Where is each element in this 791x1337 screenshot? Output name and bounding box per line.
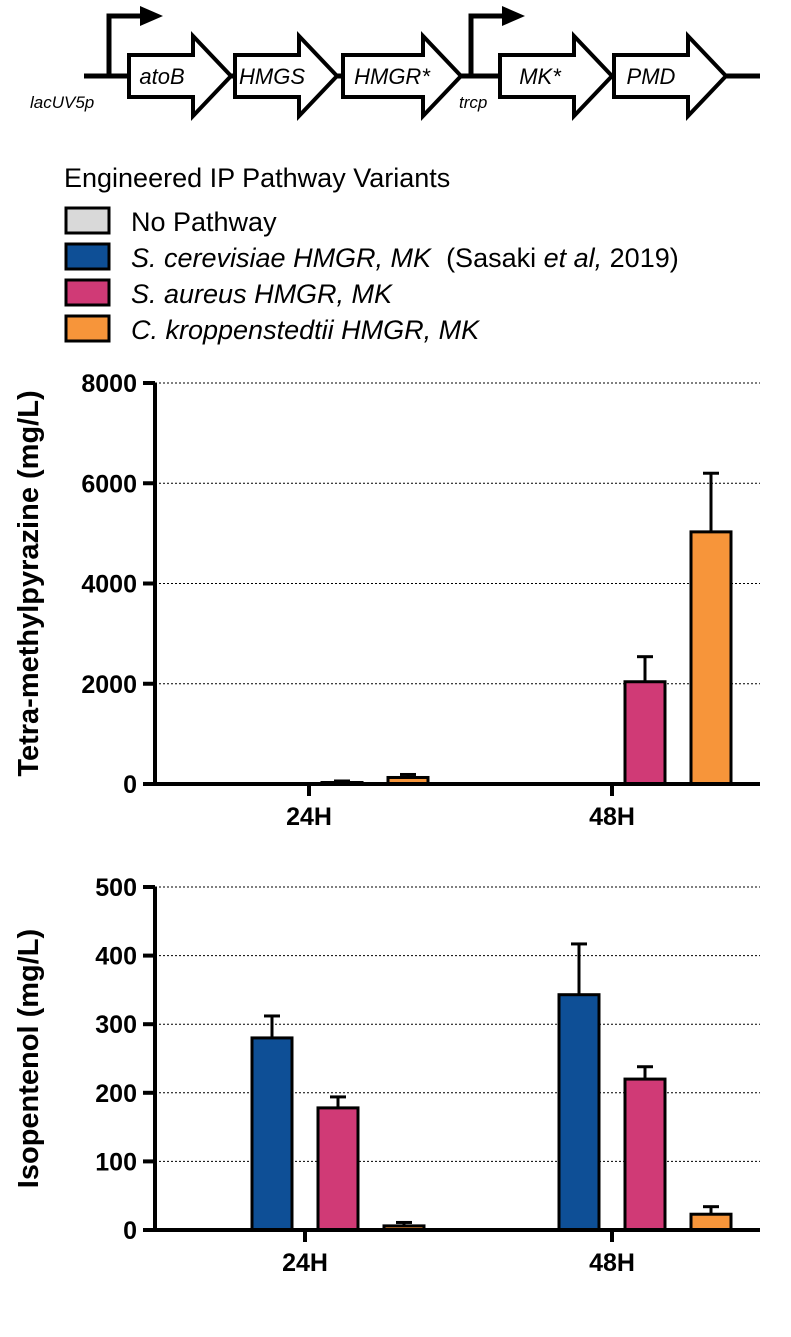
legend-title: Engineered IP Pathway Variants: [64, 163, 450, 193]
legend: Engineered IP Pathway Variants No Pathwa…: [64, 163, 679, 345]
legend-label-none: No Pathway: [131, 207, 277, 237]
y-tick-label: 500: [95, 874, 137, 902]
x-tick-label-24H: 24H: [286, 803, 332, 831]
y-tick-label: 0: [123, 1217, 137, 1245]
y-tick-label: 100: [95, 1148, 137, 1176]
y-tick-label: 6000: [81, 470, 137, 498]
gene-label-pmd: PMD: [627, 64, 676, 89]
bar-24H-series-3: [316, 1106, 360, 1232]
error-bar-48H-series-2: [571, 942, 587, 995]
error-bar-48H-series-3: [637, 1065, 653, 1080]
gene-label-mk: MK*: [519, 64, 562, 89]
y-axis-title: Tetra-methylpyrazine (mg/L): [13, 390, 45, 776]
bar-48H-series-4: [689, 1212, 733, 1232]
y-axis-title: Isopentenol (mg/L): [13, 929, 45, 1188]
error-bar-24H-series-3: [330, 1095, 346, 1108]
promoter-arrow-2: [468, 6, 525, 76]
x-tick-label-48H: 48H: [589, 1249, 635, 1277]
x-tick-label-24H: 24H: [282, 1249, 328, 1277]
bar-24H-series-2: [250, 1036, 294, 1232]
bar-48H-series-3: [623, 1077, 667, 1232]
error-bar-24H-series-2: [264, 1014, 280, 1038]
y-tick-label: 8000: [81, 370, 137, 398]
gene-label-atob: atoB: [139, 64, 184, 89]
gene-label-hmgs: HMGS: [239, 64, 305, 89]
y-tick-label: 2000: [81, 671, 137, 699]
legend-label-saur: S. aureus HMGR, MK: [131, 279, 393, 309]
promoter-label-trcp: trcp: [459, 93, 487, 112]
legend-label-ckro: C. kroppenstedtii HMGR, MK: [131, 315, 480, 345]
legend-swatch-none: [64, 206, 111, 235]
legend-swatch-scer: [64, 242, 111, 271]
legend-swatch-saur: [64, 278, 111, 307]
y-tick-label: 300: [95, 1011, 137, 1039]
gene-arrow-mk: [498, 30, 615, 122]
promoter-label-lacuv5p: lacUV5p: [30, 93, 94, 112]
bar-48H-series-4: [689, 530, 733, 786]
gene-arrow-hmgs: [233, 30, 340, 122]
y-tick-label: 400: [95, 943, 137, 971]
genetic-construct-diagram: atoB HMGS HMGR* MK* PMD lacUV5p trcp: [30, 6, 760, 122]
legend-label-scer: S. cerevisiae HMGR, MK (Sasaki et al, 20…: [131, 243, 679, 273]
bar-48H-series-3: [623, 680, 667, 786]
y-tick-label: 200: [95, 1080, 137, 1108]
error-bar-24H-series-4: [396, 1220, 412, 1226]
bar-48H-series-2: [557, 993, 601, 1232]
error-bar-24H-series-4: [400, 772, 416, 778]
chart-1: 0 2000 4000 6000 8000 24H 48H Tetra-methylpyraz…: [13, 370, 760, 831]
y-tick-label: 0: [123, 771, 137, 799]
error-bar-48H-series-4: [703, 1205, 719, 1215]
promoter-arrow-1: [106, 6, 163, 76]
gene-label-hmgr: HMGR*: [354, 64, 431, 89]
x-tick-label-48H: 48H: [589, 803, 635, 831]
gene-arrow-hmgr: [341, 30, 464, 122]
gene-arrow-atob: [127, 30, 234, 122]
error-bar-48H-series-3: [637, 655, 653, 682]
error-bar-48H-series-4: [703, 471, 719, 532]
y-tick-label: 4000: [81, 571, 137, 599]
gene-arrow-pmd: [612, 30, 729, 122]
chart-2: 0 100 200 300 400 500 24H 48H Isopentenol (mg/L): [13, 874, 760, 1277]
legend-items: No Pathway S. cerevisiae HMGR, MK (Sasaki…: [64, 206, 679, 345]
legend-swatch-ckro: [64, 314, 111, 343]
